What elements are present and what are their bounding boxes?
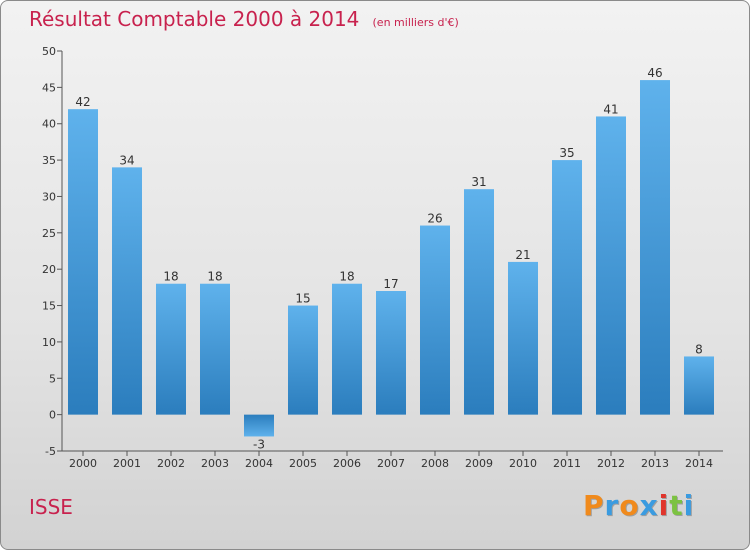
bar-2011 [552, 160, 582, 415]
x-tick-label: 2012 [597, 457, 625, 470]
bar-2005 [288, 305, 318, 415]
x-tick-label: 2010 [509, 457, 537, 470]
bar-2001 [112, 167, 142, 415]
logo-letter: o [619, 489, 640, 522]
y-tick-label: 15 [42, 300, 56, 313]
x-tick-label: 2001 [113, 457, 141, 470]
y-tick-label: 30 [42, 190, 56, 203]
x-tick-label: 2011 [553, 457, 581, 470]
x-tick-label: 2008 [421, 457, 449, 470]
x-tick-label: 2000 [69, 457, 97, 470]
logo-letter: t [669, 489, 684, 522]
data-label-2014: 8 [695, 342, 703, 356]
bar-2006 [332, 283, 362, 415]
bar-2013 [640, 80, 670, 415]
data-label-2006: 18 [339, 270, 354, 284]
y-tick-label: 40 [42, 118, 56, 131]
data-label-2009: 31 [471, 175, 486, 189]
y-tick-label: 10 [42, 336, 56, 349]
chart-title: Résultat Comptable 2000 à 2014 [29, 7, 360, 31]
data-label-2011: 35 [559, 146, 574, 160]
chart-axes: -5 0 5 10 15 20 25 30 35 40 45 50 2000 2001 2002 2003 20… [42, 45, 723, 470]
x-tick-label: 2007 [377, 457, 405, 470]
chart-subtitle: (en milliers d'€) [372, 16, 459, 29]
bar-2010 [508, 261, 538, 415]
y-tick-label: -5 [45, 445, 56, 458]
data-label-2005: 15 [295, 292, 310, 306]
bar-2012 [596, 116, 626, 415]
data-label-2003: 18 [207, 270, 222, 284]
x-tick-label: 2005 [289, 457, 317, 470]
logo-letter: i [683, 489, 695, 522]
bar-2000 [68, 109, 98, 415]
data-label-2004: -3 [253, 437, 265, 451]
chart-title-row: Résultat Comptable 2000 à 2014 (en milli… [29, 7, 459, 31]
data-label-2010: 21 [515, 248, 530, 262]
logo-letter: x [639, 489, 659, 522]
bar-2007 [376, 291, 406, 415]
bar-2004 [244, 414, 274, 437]
bar-2008 [420, 225, 450, 415]
bar-2002 [156, 283, 186, 415]
data-label-2002: 18 [163, 270, 178, 284]
y-tick-label: 5 [49, 372, 56, 385]
chart-bars [68, 80, 714, 437]
bar-2009 [464, 189, 494, 415]
logo-letter: i [658, 489, 670, 522]
proxiti-logo: Proxiti [583, 489, 694, 522]
data-label-2013: 46 [647, 66, 662, 80]
data-label-2001: 34 [119, 153, 134, 167]
bar-2014 [684, 356, 714, 415]
logo-letter: P [583, 489, 605, 522]
x-tick-label: 2006 [333, 457, 361, 470]
data-label-2008: 26 [427, 212, 442, 226]
x-tick-label: 2014 [685, 457, 713, 470]
x-tick-label: 2002 [157, 457, 185, 470]
y-tick-label: 45 [42, 81, 56, 94]
data-label-2000: 42 [75, 95, 90, 109]
y-tick-label: 35 [42, 154, 56, 167]
bar-2003 [200, 283, 230, 415]
x-tick-label: 2004 [245, 457, 273, 470]
data-label-2012: 41 [603, 102, 618, 116]
chart-data-labels: 42 34 18 18 -3 15 18 17 26 31 21 35 41 46 8 [75, 66, 702, 451]
y-tick-label: 25 [42, 227, 56, 240]
commune-name: ISSE [29, 495, 73, 519]
x-tick-label: 2003 [201, 457, 229, 470]
logo-letter: r [604, 489, 620, 522]
y-tick-label: 50 [42, 45, 56, 58]
data-label-2007: 17 [383, 277, 398, 291]
y-tick-label: 0 [49, 409, 56, 422]
x-tick-label: 2013 [641, 457, 669, 470]
x-tick-label: 2009 [465, 457, 493, 470]
y-tick-label: 20 [42, 263, 56, 276]
